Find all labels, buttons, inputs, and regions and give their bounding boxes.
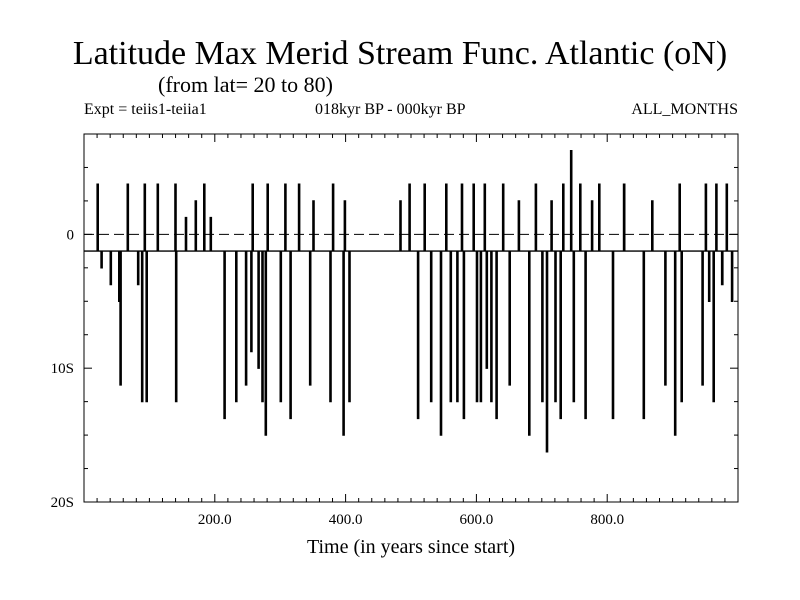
x-tick-label: 400.0: [329, 512, 363, 528]
chart-title: Latitude Max Merid Stream Func. Atlantic…: [72, 35, 728, 72]
plot-frame: [83, 133, 739, 503]
x-tick-label: 200.0: [198, 512, 232, 528]
y-tick-label: 20S: [51, 495, 74, 511]
x-tick-label: 600.0: [460, 512, 494, 528]
months-label: ALL_MONTHS: [631, 101, 738, 118]
y-tick-label: 10S: [51, 361, 74, 377]
x-tick-label: 800.0: [590, 512, 624, 528]
x-axis-label: Time (in years since start): [307, 536, 515, 558]
chart-subtitle: (from lat= 20 to 80): [158, 72, 333, 97]
period-label: 018kyr BP - 000kyr BP: [315, 101, 466, 118]
axes: 200.0 400.0 600.0 800.0 0 10S 20S: [51, 133, 738, 528]
experiment-label: Expt = teiis1-teiia1: [84, 101, 207, 118]
series-line: [84, 150, 738, 453]
y-tick-label: 0: [67, 227, 75, 243]
